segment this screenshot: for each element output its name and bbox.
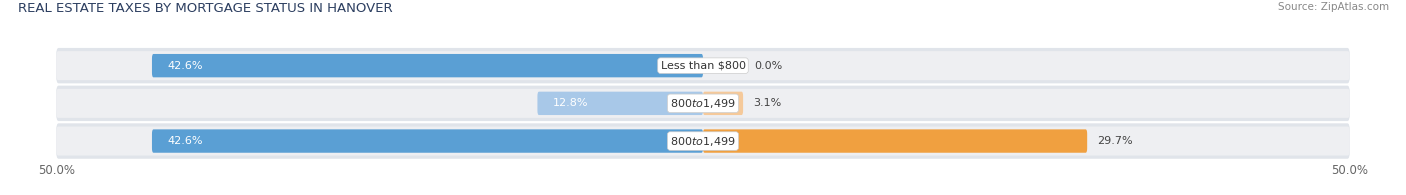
Text: Less than $800: Less than $800: [661, 61, 745, 71]
Text: 42.6%: 42.6%: [167, 136, 202, 146]
Text: 42.6%: 42.6%: [167, 61, 202, 71]
FancyBboxPatch shape: [56, 89, 1350, 118]
Text: 3.1%: 3.1%: [754, 98, 782, 108]
FancyBboxPatch shape: [56, 51, 1350, 80]
FancyBboxPatch shape: [56, 123, 1350, 159]
FancyBboxPatch shape: [537, 92, 703, 115]
Text: 12.8%: 12.8%: [553, 98, 589, 108]
Text: 29.7%: 29.7%: [1098, 136, 1133, 146]
FancyBboxPatch shape: [703, 92, 744, 115]
FancyBboxPatch shape: [56, 127, 1350, 156]
Text: $800 to $1,499: $800 to $1,499: [671, 97, 735, 110]
FancyBboxPatch shape: [703, 129, 1087, 153]
FancyBboxPatch shape: [56, 86, 1350, 121]
Text: Source: ZipAtlas.com: Source: ZipAtlas.com: [1278, 2, 1389, 12]
Text: REAL ESTATE TAXES BY MORTGAGE STATUS IN HANOVER: REAL ESTATE TAXES BY MORTGAGE STATUS IN …: [18, 2, 392, 15]
Text: $800 to $1,499: $800 to $1,499: [671, 135, 735, 148]
FancyBboxPatch shape: [56, 48, 1350, 83]
Text: 0.0%: 0.0%: [755, 61, 783, 71]
FancyBboxPatch shape: [152, 54, 703, 77]
FancyBboxPatch shape: [152, 129, 703, 153]
